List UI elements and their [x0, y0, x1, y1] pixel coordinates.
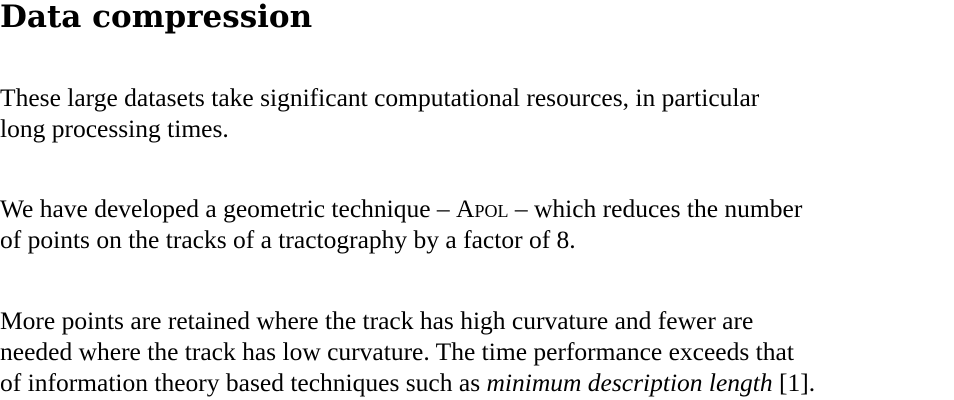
- method-name: Apol: [456, 194, 509, 223]
- paragraph-line: of information theory based techniques s…: [0, 367, 954, 398]
- text-fragment: We have developed a geometric technique …: [0, 194, 450, 223]
- paragraph-line: More points are retained where the track…: [0, 306, 754, 335]
- paragraph-datasets: These large datasets take significant co…: [0, 82, 954, 144]
- paragraph-line: of points on the tracks of a tractograph…: [0, 225, 576, 254]
- citation: [1].: [779, 368, 816, 397]
- paragraph-curvature: More points are retained where the track…: [0, 305, 954, 398]
- emphasized-term: minimum description length: [486, 368, 773, 397]
- paragraph-line: needed where the track has low curvature…: [0, 337, 794, 366]
- text-fragment: of information theory based techniques s…: [0, 368, 481, 397]
- paragraph-line: long processing times.: [0, 114, 229, 143]
- text-fragment: – which reduces the number: [514, 194, 803, 223]
- section-title: Data compression: [0, 0, 313, 35]
- paragraph-line: We have developed a geometric technique …: [0, 193, 954, 224]
- paragraph-line: These large datasets take significant co…: [0, 83, 760, 112]
- paragraph-technique: We have developed a geometric technique …: [0, 193, 954, 255]
